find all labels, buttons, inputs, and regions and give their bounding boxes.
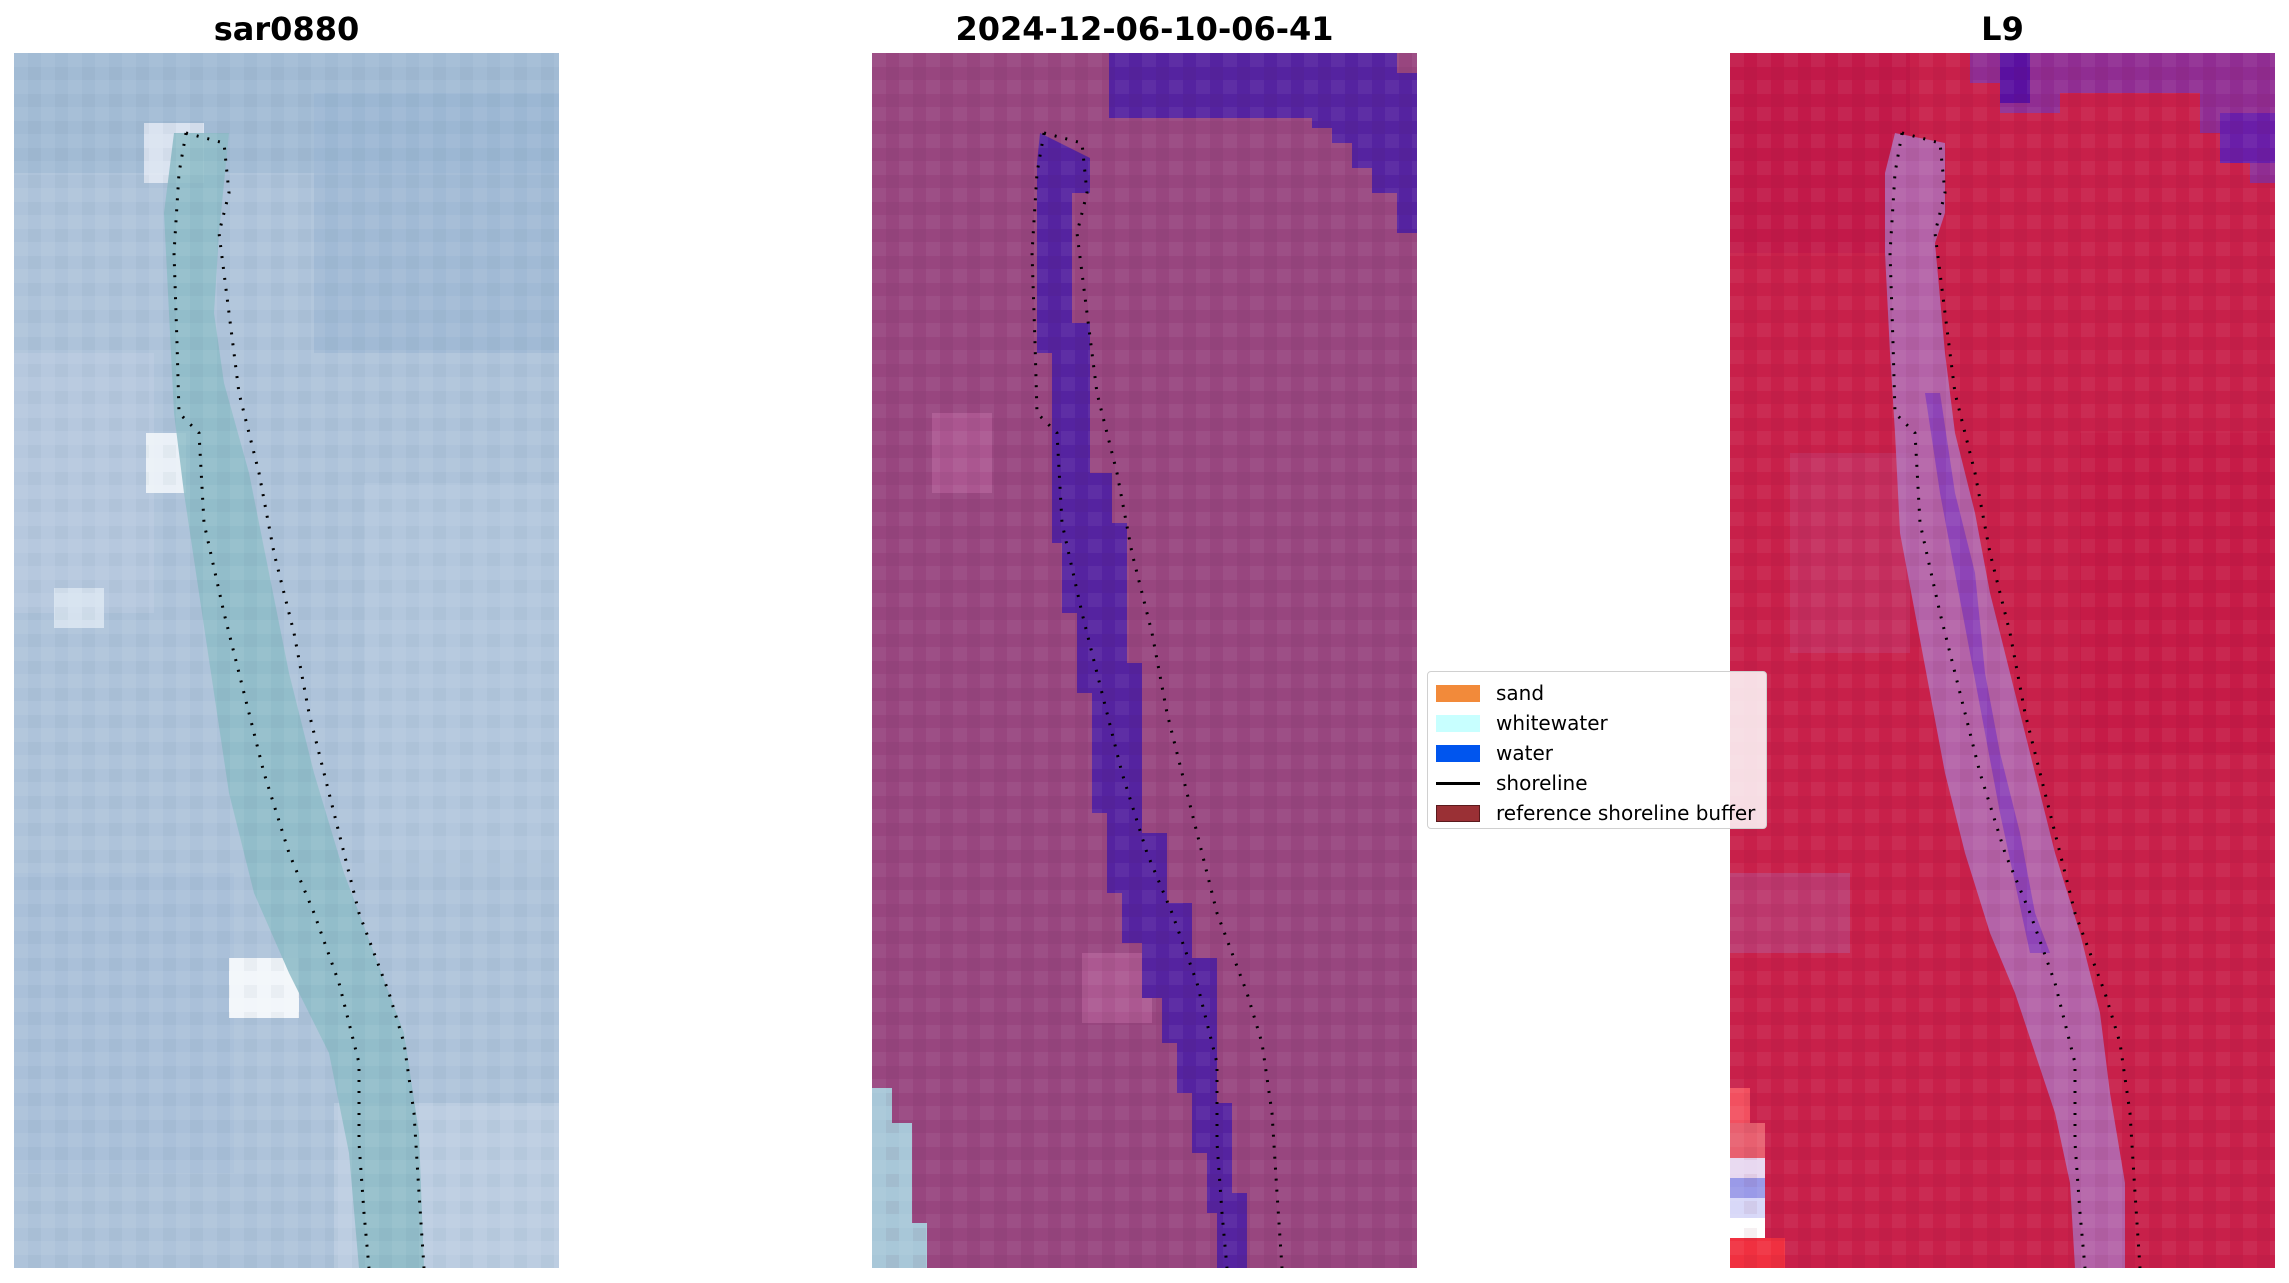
panel-title-rgb: sar0880 <box>213 10 360 48</box>
rgb-image-panel <box>14 53 559 1268</box>
legend-item-sand: sand <box>1436 678 1766 708</box>
panel-title-classification: 2024-12-06-10-06-41 <box>955 10 1334 48</box>
legend-item-reference-buffer: reference shoreline buffer <box>1436 798 1766 828</box>
index-image-panel <box>1730 53 2275 1268</box>
panel-title-index: L9 <box>1981 10 2024 48</box>
legend-label: water <box>1496 741 1553 765</box>
shoreline-left <box>1888 132 2087 1268</box>
index-image <box>1730 53 2275 1268</box>
rgb-satellite-image <box>14 53 559 1268</box>
legend-label: shoreline <box>1496 771 1588 795</box>
legend-label: whitewater <box>1496 711 1608 735</box>
legend-item-shoreline: shoreline <box>1436 768 1766 798</box>
legend-line-shoreline <box>1436 781 1480 785</box>
classification-panel <box>872 53 1417 1268</box>
legend-swatch-water <box>1436 744 1480 762</box>
legend: sand whitewater water shoreline referenc… <box>1427 671 1767 829</box>
legend-item-water: water <box>1436 738 1766 768</box>
legend-item-whitewater: whitewater <box>1436 708 1766 738</box>
legend-label: sand <box>1496 681 1545 705</box>
legend-swatch-reference-buffer <box>1436 804 1480 822</box>
classified-image <box>872 53 1417 1268</box>
legend-swatch-whitewater <box>1436 714 1480 732</box>
legend-label: reference shoreline buffer <box>1496 801 1756 825</box>
legend-swatch-sand <box>1436 684 1480 702</box>
shoreline-left <box>172 132 371 1268</box>
shoreline-left <box>1030 132 1229 1268</box>
